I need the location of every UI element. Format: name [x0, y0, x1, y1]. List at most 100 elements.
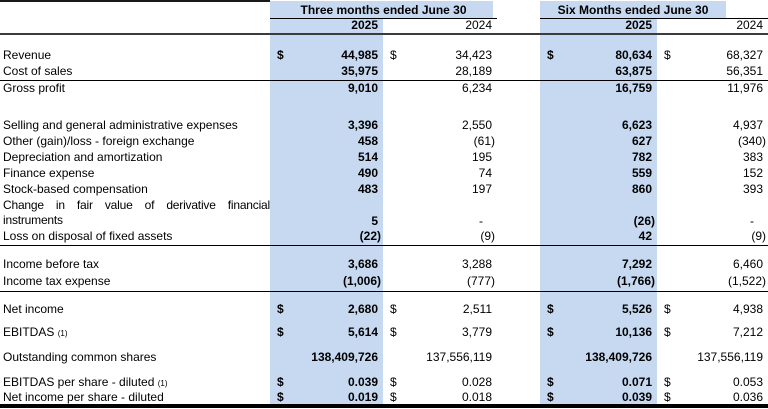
row-depreciation-amortization: Depreciation and amortization 514 195 78… — [0, 150, 768, 166]
cell-value: - — [750, 213, 755, 228]
spacer-cell — [497, 318, 540, 325]
header-year-2024-three-months: 2024 — [383, 18, 498, 35]
value-cell: 35,975 — [270, 64, 383, 81]
spacer-row — [0, 341, 768, 350]
row-loss-disposal-fixed-assets: Loss on disposal of fixed assets (22) (9… — [0, 229, 768, 246]
cell-value: 7,292 — [621, 257, 653, 272]
cell-value: 559 — [631, 166, 653, 181]
value-cell: 393 — [657, 182, 768, 198]
row-ebitdas: EBITDAS (1) $5,614 $3,779 $10,136 $7,212 — [0, 325, 768, 341]
cell-value: 7,212 — [733, 325, 764, 340]
value-cell: 152 — [657, 166, 768, 182]
value-cell: 860 — [540, 182, 658, 198]
value-cell: 137,556,119 — [657, 350, 768, 366]
row-label: Income tax expense — [0, 273, 270, 292]
value-cell: (26) — [540, 198, 658, 229]
spacer-cell — [270, 96, 383, 118]
cell-value: 2,511 — [462, 302, 493, 317]
dollar-sign: $ — [390, 375, 397, 390]
value-cell: 490 — [270, 166, 383, 182]
value-cell: 3,686 — [270, 257, 383, 273]
row-label: Finance expense — [3, 166, 95, 181]
cell-value: (777) — [467, 274, 496, 289]
gap-cell — [497, 80, 540, 96]
cell-value: (1,766) — [616, 274, 656, 289]
spacer-cell — [540, 318, 658, 325]
cell-value: 138,409,726 — [585, 350, 653, 365]
row-label: Net income — [3, 302, 64, 317]
cell-value: 74 — [478, 166, 493, 181]
cell-value: 0.071 — [621, 375, 653, 390]
row-change-fair-value-derivatives: Change in fair value of derivative finan… — [0, 198, 768, 229]
value-cell: (1,006) — [270, 273, 383, 292]
gap-cell — [497, 198, 540, 229]
row-label: Net income per share - diluted — [0, 391, 270, 409]
spacer-cell — [270, 291, 383, 302]
row-outstanding-common-shares: Outstanding common shares 138,409,726 13… — [0, 350, 768, 366]
value-cell: 16,759 — [540, 80, 658, 96]
dollar-sign: $ — [664, 325, 671, 340]
cell-value: (340) — [738, 134, 767, 149]
dollar-sign: $ — [277, 325, 284, 340]
cell-value: 514 — [357, 150, 378, 165]
spacer-cell — [383, 34, 497, 48]
cell-value: 2,550 — [461, 118, 493, 133]
cell-value: (9) — [480, 229, 496, 244]
value-cell: - — [383, 198, 497, 229]
cell-value: 6,460 — [733, 257, 764, 272]
spacer-cell — [383, 291, 497, 302]
spacer-cell — [383, 96, 497, 118]
cell-value: 138,409,726 — [311, 350, 378, 365]
dollar-sign: $ — [277, 48, 284, 63]
spacer-cell — [657, 34, 768, 48]
value-cell: 42 — [540, 229, 658, 246]
value-cell: 559 — [540, 166, 658, 182]
footnote-marker: (1) — [57, 329, 68, 339]
value-cell: 74 — [383, 166, 497, 182]
spacer-cell — [657, 96, 768, 118]
header-group-six-months: Six Months ended June 30 — [540, 1, 768, 19]
spacer-row — [0, 34, 768, 48]
dollar-sign: $ — [277, 375, 284, 390]
spacer-cell — [383, 318, 497, 325]
row-label: Revenue — [3, 48, 52, 63]
row-label-text: EBITDAS per share - diluted — [3, 375, 155, 390]
value-cell: 63,875 — [540, 64, 658, 81]
spacer-cell — [0, 318, 270, 325]
dollar-sign: $ — [390, 48, 397, 63]
cell-value: 197 — [471, 182, 493, 197]
gap-cell — [497, 118, 540, 134]
value-cell: 3,288 — [383, 257, 497, 273]
value-cell: $68,327 — [657, 48, 768, 64]
cell-value: 0.053 — [733, 375, 764, 390]
cell-value: 860 — [631, 182, 653, 197]
spacer-cell — [270, 245, 383, 257]
gap-cell — [497, 48, 540, 64]
spacer-cell — [0, 96, 270, 118]
header-label-cell — [0, 18, 270, 35]
header-row-periods: Three months ended June 30 Six Months en… — [0, 0, 768, 19]
gap-cell — [497, 325, 540, 341]
dollar-sign: $ — [664, 48, 671, 63]
value-cell: 138,409,726 — [270, 350, 383, 366]
cell-value: 9,010 — [347, 80, 378, 95]
cell-value: (26) — [633, 213, 656, 228]
dollar-sign: $ — [664, 302, 671, 317]
value-cell: (61) — [383, 134, 497, 150]
cell-value: (22) — [359, 229, 381, 244]
dollar-sign: $ — [277, 391, 284, 404]
value-cell: $2,680 — [270, 302, 383, 318]
row-label: Outstanding common shares — [3, 350, 157, 365]
row-label: EBITDAS (1) — [0, 325, 270, 341]
value-cell: 2,550 — [383, 118, 497, 134]
value-cell: (9) — [657, 229, 768, 246]
cell-value: 782 — [631, 150, 653, 165]
value-cell: 197 — [383, 182, 497, 198]
value-cell: 514 — [270, 150, 383, 166]
value-cell: - — [657, 198, 768, 229]
cell-value: 68,327 — [726, 48, 764, 63]
spacer-row — [0, 318, 768, 325]
cell-value: - — [479, 213, 484, 228]
spacer-cell — [383, 341, 497, 350]
gap-cell — [497, 273, 541, 292]
